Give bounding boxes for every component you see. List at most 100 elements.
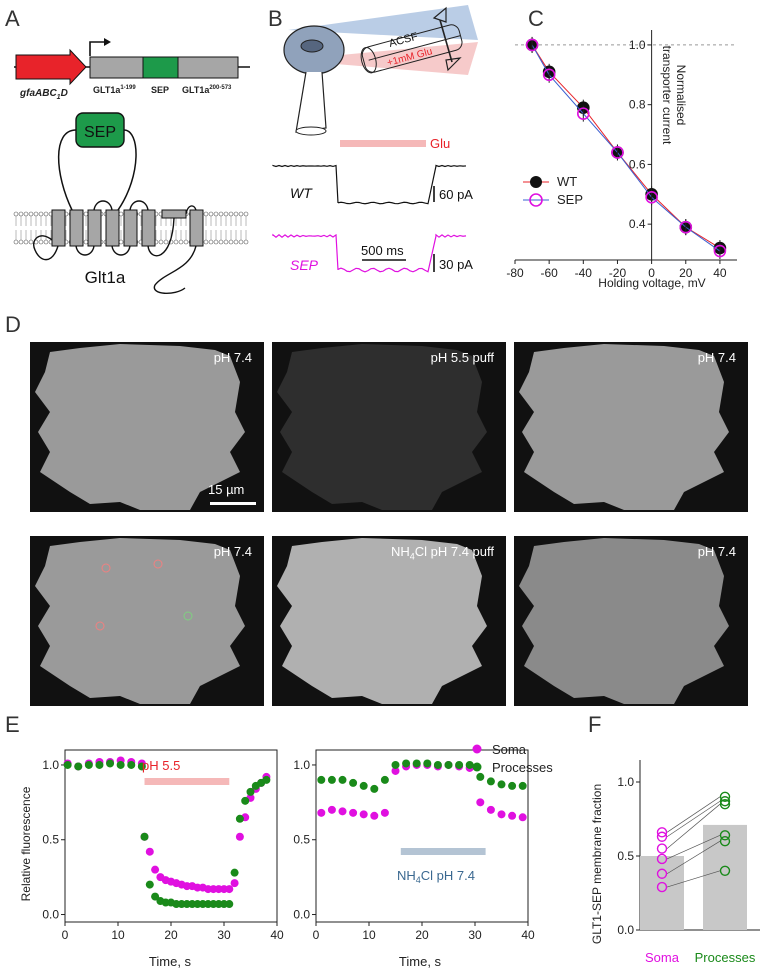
panel-e-plots: 0 10 20 30 40 0.0 0.5 1.0 0 10 20 30 40 0.0 0.5 1.0 Re… — [19, 742, 553, 969]
e-x-tick: 30 — [468, 928, 482, 942]
f-bar — [640, 856, 684, 930]
svg-text:Time, s: Time, s — [399, 954, 442, 969]
c-point — [679, 220, 693, 234]
f-y-tick: 0.5 — [617, 849, 634, 863]
svg-text:Processes: Processes — [492, 760, 553, 775]
svg-text:WT: WT — [290, 185, 313, 201]
c-y-tick: 1.0 — [629, 38, 646, 52]
f-pair-line — [666, 796, 721, 833]
f-soma-point — [656, 868, 668, 879]
e-point — [327, 805, 336, 814]
wt-current-trace — [272, 164, 467, 205]
e-point — [359, 781, 368, 790]
f-soma-point — [656, 843, 668, 854]
e-y-tick: 0.5 — [42, 833, 59, 847]
e-x-tick: 40 — [270, 928, 284, 942]
c-point — [611, 146, 624, 159]
c-point — [645, 190, 658, 204]
e-point — [151, 892, 160, 901]
svg-text:GLT1a200-573: GLT1a200-573 — [182, 85, 232, 95]
svg-text:Time, s: Time, s — [149, 954, 192, 969]
c-point — [577, 107, 590, 120]
e-point — [225, 885, 234, 894]
e-point — [225, 900, 234, 909]
c-x-tick: 40 — [713, 266, 727, 280]
e-y-tick: 1.0 — [42, 758, 59, 772]
panel-letter-a: A — [5, 6, 20, 31]
e-point — [508, 811, 517, 820]
svg-text:Processes: Processes — [695, 950, 756, 965]
svg-text:GLT1-SEP membrane fraction: GLT1-SEP membrane fraction — [590, 784, 604, 944]
svg-text:500 ms: 500 ms — [361, 243, 404, 258]
e-point — [63, 760, 72, 769]
svg-text:WT: WT — [557, 174, 577, 189]
c-series-line — [531, 44, 721, 249]
f-process-point — [719, 796, 731, 807]
f-soma-point — [656, 831, 668, 842]
f-y-tick: 1.0 — [617, 775, 634, 789]
e-frame — [64, 749, 278, 923]
patch-pipette — [295, 71, 327, 133]
e-point — [317, 808, 326, 817]
glt1a-c-segment — [177, 56, 239, 79]
e-point — [370, 784, 379, 793]
svg-text:GLT1a1-199: GLT1a1-199 — [93, 85, 136, 95]
e-point — [140, 832, 149, 841]
svg-text:SEP: SEP — [557, 192, 583, 207]
e-point — [359, 810, 368, 819]
glt1a-n-segment — [89, 56, 144, 79]
e-point — [412, 759, 421, 768]
panel-letter-e: E — [5, 712, 20, 737]
e-point — [476, 798, 485, 807]
f-process-point — [719, 835, 731, 847]
e-frame — [315, 749, 529, 923]
e-point — [137, 762, 146, 771]
e-point — [518, 813, 527, 822]
panel-letter-b: B — [268, 6, 283, 31]
f-process-point — [719, 865, 731, 877]
svg-text:Soma: Soma — [645, 950, 680, 965]
e-point — [145, 880, 154, 889]
e-point — [465, 760, 474, 769]
c-x-tick: -20 — [609, 266, 627, 280]
e-point — [74, 762, 83, 771]
f-process-point — [719, 798, 731, 810]
e-point — [518, 781, 527, 790]
c-x-tick: -60 — [540, 266, 558, 280]
f-pair-line — [666, 800, 721, 838]
e-point — [262, 775, 271, 784]
e-point — [95, 760, 104, 769]
panel-b-recording: ACSF +1mM Glu Glu WT 60 pA SEP 30 pA 500… — [272, 5, 478, 273]
e-point — [486, 777, 495, 786]
e-x-tick: 10 — [111, 928, 125, 942]
f-pair-line — [666, 870, 721, 888]
e-point — [235, 832, 244, 841]
panel-a-schematic: gfaABC1D GLT1a1-199 SEP GLT1a200-573 SEP… — [13, 38, 250, 294]
e-point — [327, 775, 336, 784]
svg-text:gfaABC1D: gfaABC1D — [19, 88, 68, 101]
e-application-bar — [144, 778, 230, 785]
e-point — [486, 805, 495, 814]
f-process-point — [719, 830, 731, 841]
panel-letter-f: F — [588, 712, 602, 737]
f-y-tick: 0.0 — [617, 923, 634, 937]
e-point — [317, 775, 326, 784]
e-point — [235, 814, 244, 823]
e-point — [349, 778, 358, 787]
e-point — [349, 808, 358, 817]
svg-text:SEP: SEP — [290, 257, 319, 273]
e-point — [391, 766, 400, 775]
e-point — [246, 787, 255, 796]
svg-text:60 pA: 60 pA — [439, 187, 473, 202]
image-ph74-a: pH 7.4 15 µm — [30, 342, 264, 512]
e-point — [423, 759, 432, 768]
image-ph74-roi: pH 7.4 — [30, 536, 264, 706]
c-point — [713, 244, 727, 258]
e-point — [127, 760, 136, 769]
e-y-tick: 1.0 — [293, 758, 310, 772]
c-x-tick: -40 — [575, 266, 593, 280]
e-point — [508, 781, 517, 790]
svg-text:30 pA: 30 pA — [439, 257, 473, 272]
e-point — [380, 808, 389, 817]
svg-text:NH4Cl pH 7.4: NH4Cl pH 7.4 — [397, 868, 475, 885]
